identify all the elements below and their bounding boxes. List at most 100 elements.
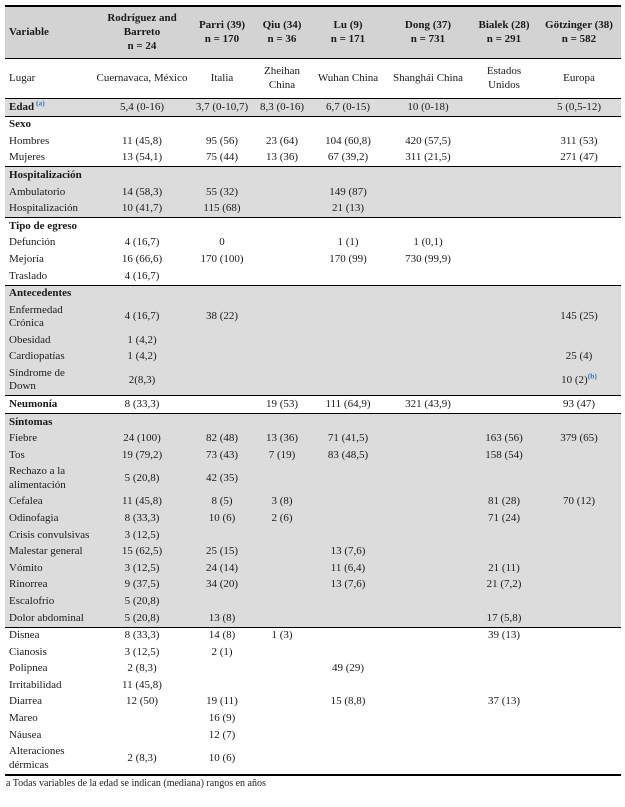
- cell: [253, 463, 311, 494]
- cell: [385, 430, 471, 448]
- cell: 25 (15): [191, 543, 253, 561]
- cell: [253, 543, 311, 561]
- cell: [471, 744, 537, 775]
- cell: 5,4 (0-16): [93, 98, 191, 117]
- cell: 5 (20,8): [93, 593, 191, 610]
- variable-column-header: Variable: [5, 6, 93, 60]
- cell: 3,7 (0-10,7): [191, 98, 253, 117]
- cell: [537, 268, 621, 285]
- cell: 75 (44): [205, 151, 239, 164]
- row-label: Polipnea: [9, 662, 48, 675]
- cell: 16 (9): [208, 712, 236, 725]
- table-row: Enfermedad Crónica 4 (16,7) 38 (22) 145 (25…: [5, 302, 621, 333]
- row-label: Sexo: [5, 115, 93, 134]
- cell: [191, 395, 253, 414]
- table-header: Variable Rodríguez and Barreto n = 24 Parr…: [5, 6, 621, 60]
- cell: 38 (22): [191, 302, 253, 333]
- cell: [253, 217, 311, 235]
- cell: Wuhan China: [317, 71, 379, 84]
- cell: [537, 217, 621, 235]
- cell: 83 (48,5): [311, 447, 385, 464]
- cell: [93, 217, 191, 235]
- cell: [191, 115, 253, 134]
- table-row: Cardiopatías 1 (4,2) 25 (4): [5, 348, 621, 366]
- study-sample-size: n = 24: [127, 39, 157, 52]
- cell: [385, 217, 471, 235]
- cell: 158 (54): [471, 447, 537, 464]
- study-name: Parri (39): [198, 18, 246, 31]
- cell: [191, 332, 253, 349]
- cell: [311, 412, 385, 431]
- cell: 73 (43): [191, 447, 253, 464]
- table-row: Disnea 8 (33,3) 14 (8) 1 (3) 39 (13): [5, 626, 621, 645]
- cell: 21 (13): [311, 200, 385, 218]
- study-sample-size: n = 731: [410, 32, 446, 45]
- row-label: Edad (a): [5, 98, 93, 117]
- row-label: Crisis convulsivas: [5, 526, 93, 544]
- cell: [311, 268, 385, 285]
- cell: 321 (43,9): [385, 395, 471, 414]
- cell: 25 (4): [537, 348, 621, 366]
- cell: [93, 284, 191, 303]
- cell: 11 (6,4): [311, 560, 385, 577]
- table-row: Mareo 16 (9): [5, 710, 621, 727]
- cell: 8 (5): [191, 493, 253, 511]
- cell: 311 (53): [560, 134, 598, 147]
- cell: 71 (41,5): [311, 430, 385, 448]
- cell: 15 (62,5): [93, 543, 191, 561]
- study-column-header: Dong (37) n = 731: [385, 6, 471, 60]
- row-label: Tos: [5, 447, 93, 464]
- cell: [311, 626, 385, 645]
- cell: [537, 115, 621, 134]
- cell: [471, 166, 537, 185]
- cell: [253, 744, 311, 775]
- row-label: Cardiopatías: [5, 348, 93, 366]
- cell: 24 (100): [93, 430, 191, 448]
- cell: [537, 543, 621, 561]
- row-label: Síndrome de Down: [5, 365, 93, 396]
- cell: [191, 217, 253, 235]
- cell: [253, 348, 311, 366]
- cell: [253, 115, 311, 134]
- cell: 104 (60,8): [325, 134, 371, 147]
- cell: [537, 251, 621, 268]
- cell: [191, 593, 253, 610]
- cell: 10 (0-18): [385, 98, 471, 117]
- study-sample-size: n = 291: [486, 32, 522, 45]
- row-label: Cianosis: [9, 645, 47, 658]
- cell: [253, 560, 311, 577]
- cell: 2(8,3): [93, 365, 191, 396]
- cell: [253, 365, 311, 396]
- cell: 17 (5,8): [471, 609, 537, 627]
- study-sample-size: n = 582: [561, 32, 597, 45]
- cell: [537, 644, 621, 661]
- cell: [471, 727, 537, 744]
- cell: [253, 251, 311, 268]
- cell: Shanghái China: [393, 71, 463, 84]
- cell: [471, 365, 537, 396]
- cell: [537, 526, 621, 544]
- cell: 420 (57,5): [405, 134, 451, 147]
- cell: [385, 526, 471, 544]
- row-label: Escalofrío: [5, 593, 93, 610]
- cell: [191, 348, 253, 366]
- cell: [385, 661, 471, 678]
- row-label: Defunción: [9, 236, 56, 249]
- study-sample-size: n = 36: [267, 32, 297, 45]
- cell: [311, 115, 385, 134]
- cell: 8,3 (0-16): [253, 98, 311, 117]
- cell: [471, 184, 537, 201]
- table-footnote: a Todas variables de la edad se indican …: [6, 777, 266, 789]
- table-row: Mejoría 16 (66,6) 170 (100) 170 (99) 730 (99…: [5, 251, 621, 268]
- cell: 6,7 (0-15): [311, 98, 385, 117]
- cell: 34 (20): [191, 576, 253, 594]
- cell: [311, 463, 385, 494]
- cell: [537, 744, 621, 775]
- cell: 11 (45,8): [122, 134, 162, 147]
- cell: [253, 644, 311, 661]
- table-row: Hospitalización: [5, 166, 621, 185]
- cell: [191, 661, 253, 678]
- row-label: Fiebre: [5, 430, 93, 448]
- cell: 14 (58,3): [93, 184, 191, 201]
- cell: 13 (54,1): [121, 151, 163, 164]
